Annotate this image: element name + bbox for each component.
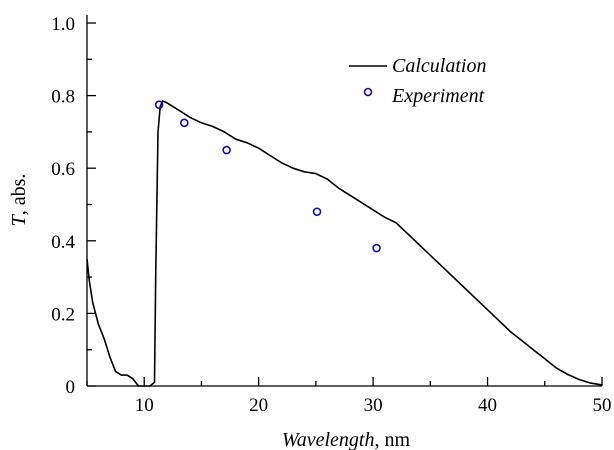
y-tick-label: 1.0 — [51, 14, 75, 35]
data-point-experiment — [179, 118, 189, 128]
legend-label-experiment: Experiment — [391, 85, 485, 107]
series-line-calculation — [86, 100, 603, 387]
x-tick-label: 10 — [135, 395, 154, 416]
x-tick-label: 30 — [364, 395, 383, 416]
y-tick-label: 0.2 — [51, 304, 75, 325]
y-tick-label: 0.8 — [51, 87, 75, 108]
y-axis-title: T, abs. — [8, 174, 30, 227]
legend-marker-experiment — [363, 87, 373, 97]
y-axis-title-var: T — [8, 213, 30, 226]
y-axis-title-unit: , abs. — [8, 174, 30, 216]
x-ticks: 10 20 30 40 50 — [86, 377, 612, 416]
y-tick-label: 0.4 — [51, 232, 75, 253]
y-tick-label: 0.6 — [51, 159, 75, 180]
legend: Calculation Experiment — [349, 55, 486, 107]
x-axis-title: Wavelength, nm — [282, 429, 411, 450]
axes — [86, 15, 602, 387]
data-point-experiment — [312, 207, 322, 217]
data-point-experiment — [222, 145, 231, 155]
legend-label-calculation: Calculation — [392, 55, 486, 77]
x-tick-label: 20 — [249, 395, 268, 416]
data-point-experiment — [372, 243, 381, 253]
x-axis-title-unit: , nm — [375, 429, 411, 450]
y-tick-label: 0 — [66, 377, 76, 398]
data-point-experiment — [154, 100, 164, 109]
x-tick-label: 40 — [478, 395, 497, 416]
x-axis-title-var: Wavelength — [282, 429, 375, 450]
y-ticks: 0 0.2 0.4 0.6 0.8 1.0 — [51, 14, 96, 398]
series-layer — [86, 100, 603, 387]
x-tick-label: 50 — [593, 395, 612, 416]
